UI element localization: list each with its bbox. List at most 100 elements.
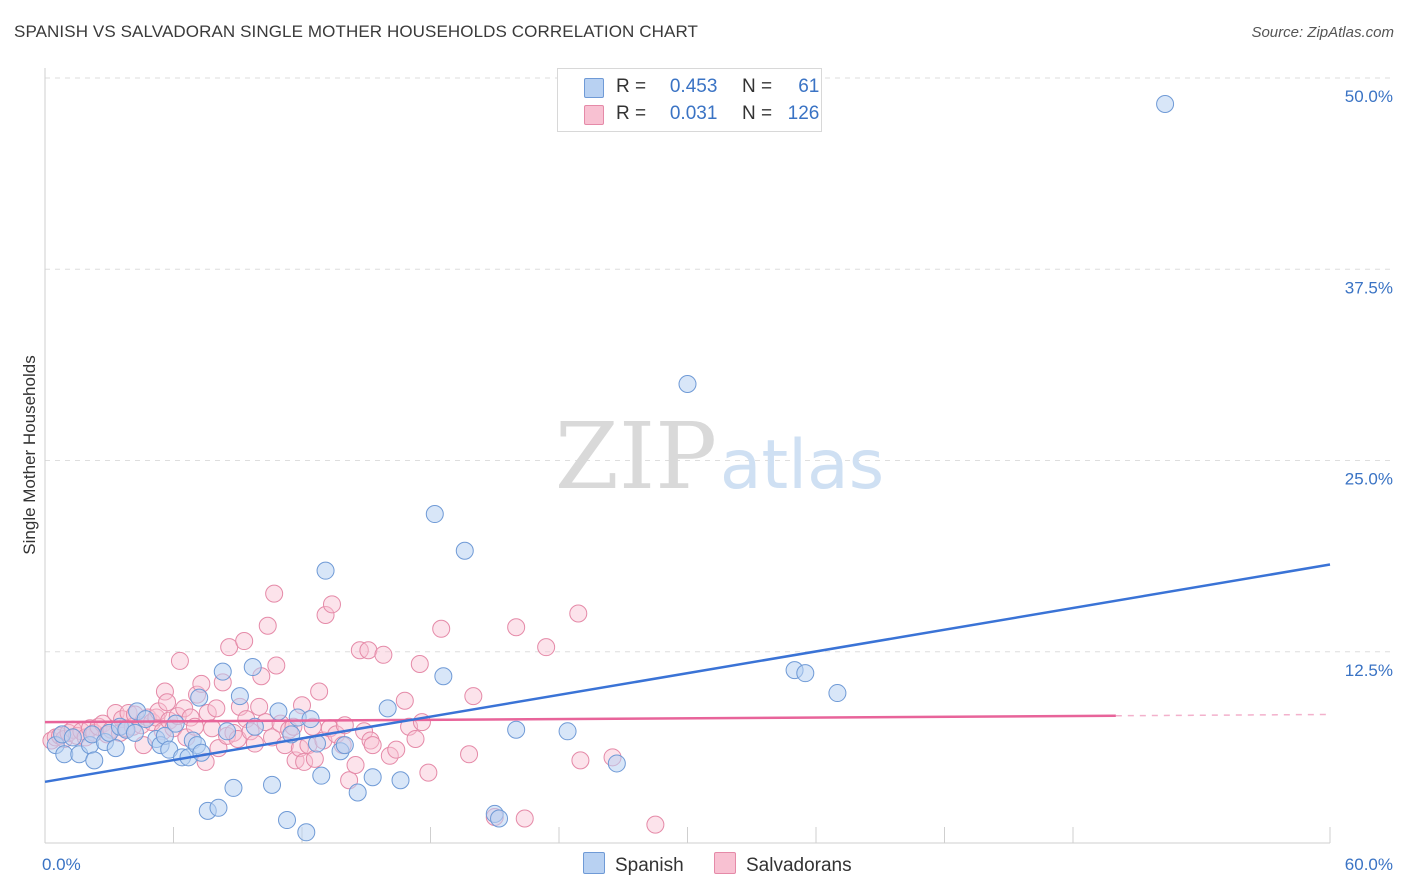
salvadorans-point-29 xyxy=(155,682,174,701)
spanish-point-32 xyxy=(230,687,249,706)
x-tick-label-1: 60.0% xyxy=(1345,855,1393,874)
salvadorans-point-108 xyxy=(646,815,665,834)
salvadorans-point-52 xyxy=(235,632,254,651)
salvadorans-point-34 xyxy=(170,651,189,670)
salvadorans-point-106 xyxy=(571,751,590,770)
spanish-point-59 xyxy=(678,375,697,393)
spanish-r-value: 0.453 xyxy=(669,76,718,97)
spanish-point-62 xyxy=(828,684,847,703)
salvadorans-point-105 xyxy=(569,604,588,623)
spanish-point-40 xyxy=(297,823,316,842)
tick-labels: 12.5% 25.0% 37.5% 50.0% 0.0% 60.0% xyxy=(42,87,1393,874)
spanish-point-43 xyxy=(312,766,331,785)
spanish-trend-line xyxy=(44,563,1331,784)
salvadorans-point-56 xyxy=(250,697,269,716)
spanish-point-13 xyxy=(125,723,144,742)
spanish-point-56 xyxy=(507,720,526,739)
watermark: ZIP atlas xyxy=(555,403,884,510)
salvadorans-point-82 xyxy=(340,771,359,790)
salvadorans-point-88 xyxy=(363,736,382,755)
spanish-point-26 xyxy=(192,743,211,762)
salvadorans-point-30 xyxy=(158,693,177,712)
salvadorans-trend-line-extension xyxy=(1115,713,1331,717)
salvadorans-point-48 xyxy=(220,638,239,657)
spanish-point-3 xyxy=(63,728,82,747)
spanish-point-50 xyxy=(391,771,410,790)
n-label: N = xyxy=(741,103,773,124)
spanish-point-15 xyxy=(136,710,155,729)
salvadorans-point-73 xyxy=(305,749,324,768)
salvadorans-point-95 xyxy=(410,654,429,673)
spanish-point-55 xyxy=(490,809,509,828)
n-label: N = xyxy=(741,76,773,97)
salvadorans-point-100 xyxy=(464,687,483,706)
spanish-point-35 xyxy=(263,775,282,794)
x-tick-label-0: 0.0% xyxy=(42,855,81,874)
spanish-legend-label: Spanish xyxy=(615,855,684,876)
watermark-atlas: atlas xyxy=(720,426,884,505)
salvadorans-point-99 xyxy=(460,745,479,764)
spanish-point-58 xyxy=(607,754,626,773)
watermark-zip: ZIP xyxy=(555,403,717,510)
spanish-point-10 xyxy=(106,739,125,758)
salvadorans-point-70 xyxy=(295,752,314,771)
salvadorans-point-97 xyxy=(419,763,438,782)
axes xyxy=(44,68,1331,844)
spanish-point-28 xyxy=(209,798,228,817)
salvadorans-point-59 xyxy=(258,616,277,635)
bottom-legend-salvadorans[interactable]: Salvadorans xyxy=(714,852,852,877)
salvadorans-point-91 xyxy=(387,740,406,759)
spanish-point-49 xyxy=(378,699,397,718)
spanish-point-25 xyxy=(190,688,209,707)
spanish-point-52 xyxy=(434,667,453,686)
trend-lines xyxy=(44,563,1331,784)
salvadorans-point-94 xyxy=(406,729,425,748)
spanish-point-48 xyxy=(363,768,382,787)
spanish-point-2 xyxy=(55,745,74,764)
salvadorans-point-76 xyxy=(316,606,335,625)
spanish-point-51 xyxy=(425,505,444,524)
spanish-point-63 xyxy=(1156,95,1175,114)
spanish-point-61 xyxy=(796,664,815,683)
spanish-point-37 xyxy=(278,811,297,830)
salvadorans-point-62 xyxy=(267,656,286,675)
y-tick-label-0: 12.5% xyxy=(1345,661,1393,680)
bottom-legend-spanish[interactable]: Spanish xyxy=(583,852,684,877)
salvadorans-point-87 xyxy=(361,731,380,750)
stats-legend: R = 0.453 N = 61 R = 0.031 N = 126 xyxy=(557,68,822,132)
salvadorans-legend-swatch xyxy=(714,852,736,874)
salvadorans-point-102 xyxy=(507,618,526,637)
r-label: R = xyxy=(616,103,647,124)
spanish-point-57 xyxy=(558,722,577,741)
spanish-point-30 xyxy=(218,722,237,741)
salvadorans-point-44 xyxy=(207,699,226,718)
spanish-point-33 xyxy=(243,658,262,677)
grid-lines xyxy=(45,77,1392,653)
y-tick-label-3: 50.0% xyxy=(1345,87,1393,106)
salvadorans-point-78 xyxy=(322,595,341,614)
spanish-point-36 xyxy=(269,702,288,721)
y-tick-label-2: 37.5% xyxy=(1345,278,1393,297)
salvadorans-legend-label: Salvadorans xyxy=(746,855,852,876)
salvadorans-point-74 xyxy=(310,682,329,701)
spanish-point-41 xyxy=(301,710,320,729)
spanish-point-44 xyxy=(316,561,335,580)
salvadorans-point-61 xyxy=(265,584,284,603)
spanish-point-31 xyxy=(224,778,243,797)
salvadorans-trend-line xyxy=(44,714,1116,724)
spanish-n-value: 61 xyxy=(798,76,820,97)
spanish-point-29 xyxy=(213,662,232,681)
salvadorans-point-89 xyxy=(374,645,393,664)
spanish-point-34 xyxy=(245,717,264,736)
chart-title: SPANISH VS SALVADORAN SINGLE MOTHER HOUS… xyxy=(14,22,699,41)
r-label: R = xyxy=(616,76,647,97)
y-tick-label-1: 25.0% xyxy=(1345,470,1393,489)
salvadorans-point-35 xyxy=(175,699,194,718)
spanish-legend-swatch xyxy=(583,852,605,874)
spanish-point-47 xyxy=(348,783,367,802)
salvadorans-point-103 xyxy=(515,809,534,828)
spanish-point-7 xyxy=(85,751,104,770)
salvadorans-point-55 xyxy=(245,734,264,753)
spanish-swatch xyxy=(584,78,604,98)
